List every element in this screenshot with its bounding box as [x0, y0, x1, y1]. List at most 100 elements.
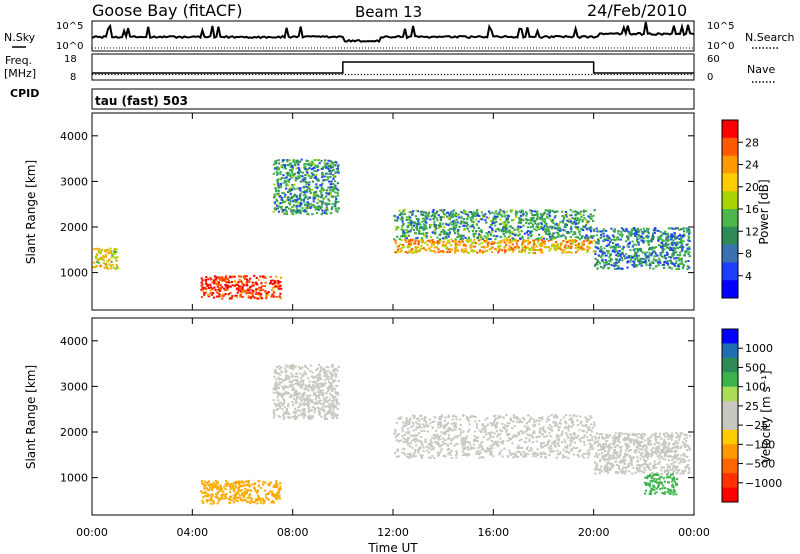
echo-cell [541, 236, 544, 239]
echo-cell [461, 450, 464, 453]
echo-cell [412, 417, 416, 419]
echo-cell [570, 439, 573, 442]
echo-cell [321, 189, 324, 192]
echo-cell [445, 423, 448, 426]
echo-cell [463, 447, 467, 450]
echo-cell [321, 188, 324, 190]
echo-cell [525, 211, 528, 214]
echo-cell [417, 232, 420, 235]
echo-cell [567, 251, 570, 254]
echo-cell [687, 232, 691, 235]
echo-cell [421, 444, 424, 447]
echo-cell [408, 240, 411, 243]
echo-cell [639, 247, 642, 250]
echo-cell [491, 251, 494, 254]
echo-cell [423, 430, 426, 432]
echo-cell [628, 232, 631, 235]
echo-cell [464, 244, 467, 247]
echo-cell [322, 383, 325, 386]
echo-cell [547, 233, 550, 236]
echo-cell [590, 416, 593, 419]
echo-cell [452, 437, 456, 440]
echo-cell [206, 500, 209, 503]
echo-cell [254, 498, 257, 501]
echo-cell [564, 226, 567, 229]
echo-cell [666, 243, 669, 246]
echo-cell [324, 399, 327, 402]
echo-cell [401, 218, 404, 221]
echo-cell [281, 160, 284, 163]
echo-cell [251, 293, 254, 296]
echo-cell [294, 407, 297, 410]
echo-cell [423, 424, 426, 427]
cpid-panel-frame [91, 88, 695, 110]
echo-cell [292, 397, 295, 400]
echo-cell [409, 211, 412, 214]
echo-cell [450, 238, 453, 241]
echo-cell [462, 448, 465, 451]
echo-cell [543, 211, 546, 214]
echo-cell [431, 436, 434, 439]
echo-cell [675, 251, 678, 254]
echo-cell [455, 450, 458, 453]
echo-cell [328, 172, 331, 175]
echo-cell [458, 244, 461, 247]
echo-cell [473, 435, 476, 437]
echo-cell [438, 241, 441, 244]
echo-cell [309, 191, 313, 194]
echo-cell [617, 238, 620, 241]
echo-cell [591, 220, 595, 222]
echo-cell [596, 230, 599, 233]
echo-cell [442, 437, 445, 440]
echo-cell [534, 243, 537, 246]
echo-cell [327, 386, 330, 389]
echo-cell [421, 423, 424, 426]
echo-cell [562, 240, 565, 243]
echo-cell [251, 281, 254, 284]
echo-cell [682, 264, 685, 267]
echo-cell [657, 238, 660, 241]
echo-cell [647, 243, 650, 246]
echo-cell [235, 486, 238, 489]
echo-cell [288, 189, 291, 192]
echo-cell [95, 257, 98, 260]
echo-cell [646, 255, 649, 258]
echo-cell [569, 208, 572, 211]
echo-cell [335, 198, 338, 201]
echo-cell [242, 295, 245, 298]
echo-cell [284, 167, 287, 170]
echo-cell [115, 264, 118, 267]
echo-cell [292, 160, 295, 163]
echo-cell [453, 425, 456, 428]
echo-cell [248, 280, 251, 283]
echo-cell [578, 429, 581, 431]
echo-cell [306, 394, 309, 397]
echo-cell [555, 244, 558, 247]
echo-cell [225, 285, 228, 288]
echo-cell [554, 214, 557, 217]
echo-cell [460, 215, 463, 218]
echo-cell [586, 426, 590, 429]
echo-cell [544, 453, 547, 456]
echo-cell [337, 207, 340, 210]
echo-cell [451, 223, 454, 226]
echo-cell [472, 225, 475, 228]
echo-cell [204, 281, 207, 284]
echo-cell [472, 211, 475, 214]
echo-cell [408, 224, 411, 226]
echo-cell [237, 480, 240, 483]
echo-cell [681, 249, 684, 252]
echo-cell [573, 441, 576, 444]
echo-cell [429, 442, 433, 445]
echo-cell [212, 296, 216, 299]
echo-cell [481, 215, 485, 218]
echo-cell [434, 436, 437, 439]
echo-cell [536, 218, 539, 221]
echo-cell [530, 448, 533, 451]
echo-cell [593, 265, 596, 267]
echo-cell [295, 211, 298, 214]
echo-cell [294, 417, 297, 420]
echo-cell [293, 172, 296, 175]
echo-cell [609, 241, 612, 244]
echo-cell [682, 240, 685, 243]
